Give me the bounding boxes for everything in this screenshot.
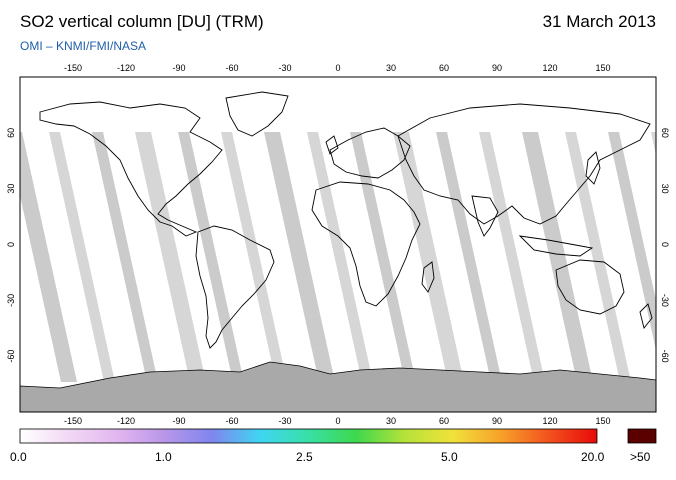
africa-outline (311, 181, 421, 307)
longitude-tick-label: -60 (225, 416, 238, 426)
map-title: SO2 vertical column [DU] (TRM) (20, 12, 264, 31)
australia-outline (555, 259, 625, 315)
longitude-tick-label: 120 (542, 416, 557, 426)
orbit-gap-swath (221, 132, 287, 382)
latitude-tick-label: -30 (660, 294, 670, 307)
orbit-gap-swath (264, 132, 335, 382)
orbit-gap-swaths (20, 132, 656, 382)
longitude-tick-label: -90 (172, 63, 185, 73)
uk-outline (325, 135, 339, 155)
latitude-tick-label: 60 (6, 128, 16, 138)
longitude-tick-label: 0 (335, 416, 340, 426)
longitude-tick-label: 120 (542, 63, 557, 73)
europe-outline (329, 127, 411, 179)
longitude-tick-label: -30 (278, 416, 291, 426)
longitude-tick-label: 150 (595, 63, 610, 73)
map-frame (19, 76, 657, 413)
orbit-gap-swath (393, 132, 464, 382)
longitude-tick-label: 150 (595, 416, 610, 426)
longitude-tick-label: -60 (225, 63, 238, 73)
indonesia-outline (518, 235, 594, 257)
orbit-gap-swath (522, 132, 593, 382)
colorbar-label-4: 20.0 (581, 450, 605, 464)
latitude-ticks-left: 60 30 0 -30 -60 (6, 128, 16, 363)
coastlines (39, 91, 653, 349)
colorbar (19, 428, 598, 444)
latitude-tick-label: -30 (6, 294, 16, 307)
longitude-tick-label: 30 (386, 63, 396, 73)
latitude-tick-label: 60 (660, 128, 670, 138)
longitude-tick-label: 90 (492, 416, 502, 426)
longitude-tick-label: 60 (439, 416, 449, 426)
longitude-tick-label: 0 (335, 63, 340, 73)
orbit-gap-swath (436, 132, 502, 382)
orbit-gap-swath (49, 132, 115, 382)
orbit-gap-swath (350, 132, 416, 382)
longitude-tick-label: -120 (117, 416, 135, 426)
india-outline (471, 195, 499, 237)
longitude-tick-label: 90 (492, 63, 502, 73)
longitude-tick-label: -150 (64, 63, 82, 73)
new-zealand-outline (639, 303, 653, 329)
orbit-gap-swath (20, 132, 77, 382)
orbit-gap-swath (135, 132, 206, 382)
latitude-tick-label: -60 (660, 350, 670, 363)
longitude-tick-label: 60 (439, 63, 449, 73)
asia-outline (397, 103, 651, 225)
data-credit: OMI – KNMI/FMI/NASA (20, 39, 147, 53)
longitude-ticks-top: -150 -120 -90 -60 -30 0 30 60 90 120 150 (64, 63, 611, 73)
longitude-tick-label: -30 (278, 63, 291, 73)
latitude-ticks-right: 60 30 0 -30 -60 (660, 128, 670, 363)
latitude-tick-label: 30 (6, 184, 16, 194)
japan-outline (585, 151, 601, 185)
longitude-tick-label: 30 (386, 416, 396, 426)
longitude-ticks-bottom: -150 -120 -90 -60 -30 0 30 60 90 120 150 (64, 416, 611, 426)
orbit-gap-swath (565, 132, 631, 382)
latitude-tick-label: -60 (6, 350, 16, 363)
longitude-tick-label: -120 (117, 63, 135, 73)
orbit-gap-swath (92, 132, 158, 382)
colorbar-overflow-swatch (627, 428, 657, 444)
colorbar-label-1: 1.0 (155, 450, 172, 464)
south-america-outline (195, 225, 275, 349)
orbit-gap-swath (479, 132, 545, 382)
map-date: 31 March 2013 (542, 12, 656, 31)
north-america-outline (39, 101, 223, 237)
greenland-outline (225, 91, 289, 137)
colorbar-label-2: 2.5 (296, 450, 313, 464)
antarctica-region (20, 361, 656, 412)
latitude-tick-label: 30 (660, 184, 670, 194)
orbit-gap-swath (178, 132, 244, 382)
longitude-tick-label: -90 (172, 416, 185, 426)
madagascar-outline (421, 261, 435, 293)
latitude-tick-label: 0 (660, 242, 670, 247)
latitude-tick-label: 0 (6, 242, 16, 247)
colorbar-overflow-label: >50 (630, 450, 651, 464)
longitude-tick-label: -150 (64, 416, 82, 426)
orbit-gap-swath (608, 132, 656, 351)
colorbar-label-0: 0.0 (10, 450, 27, 464)
orbit-gap-swath (651, 132, 656, 155)
colorbar-label-3: 5.0 (441, 450, 458, 464)
orbit-gap-swath (307, 132, 373, 382)
